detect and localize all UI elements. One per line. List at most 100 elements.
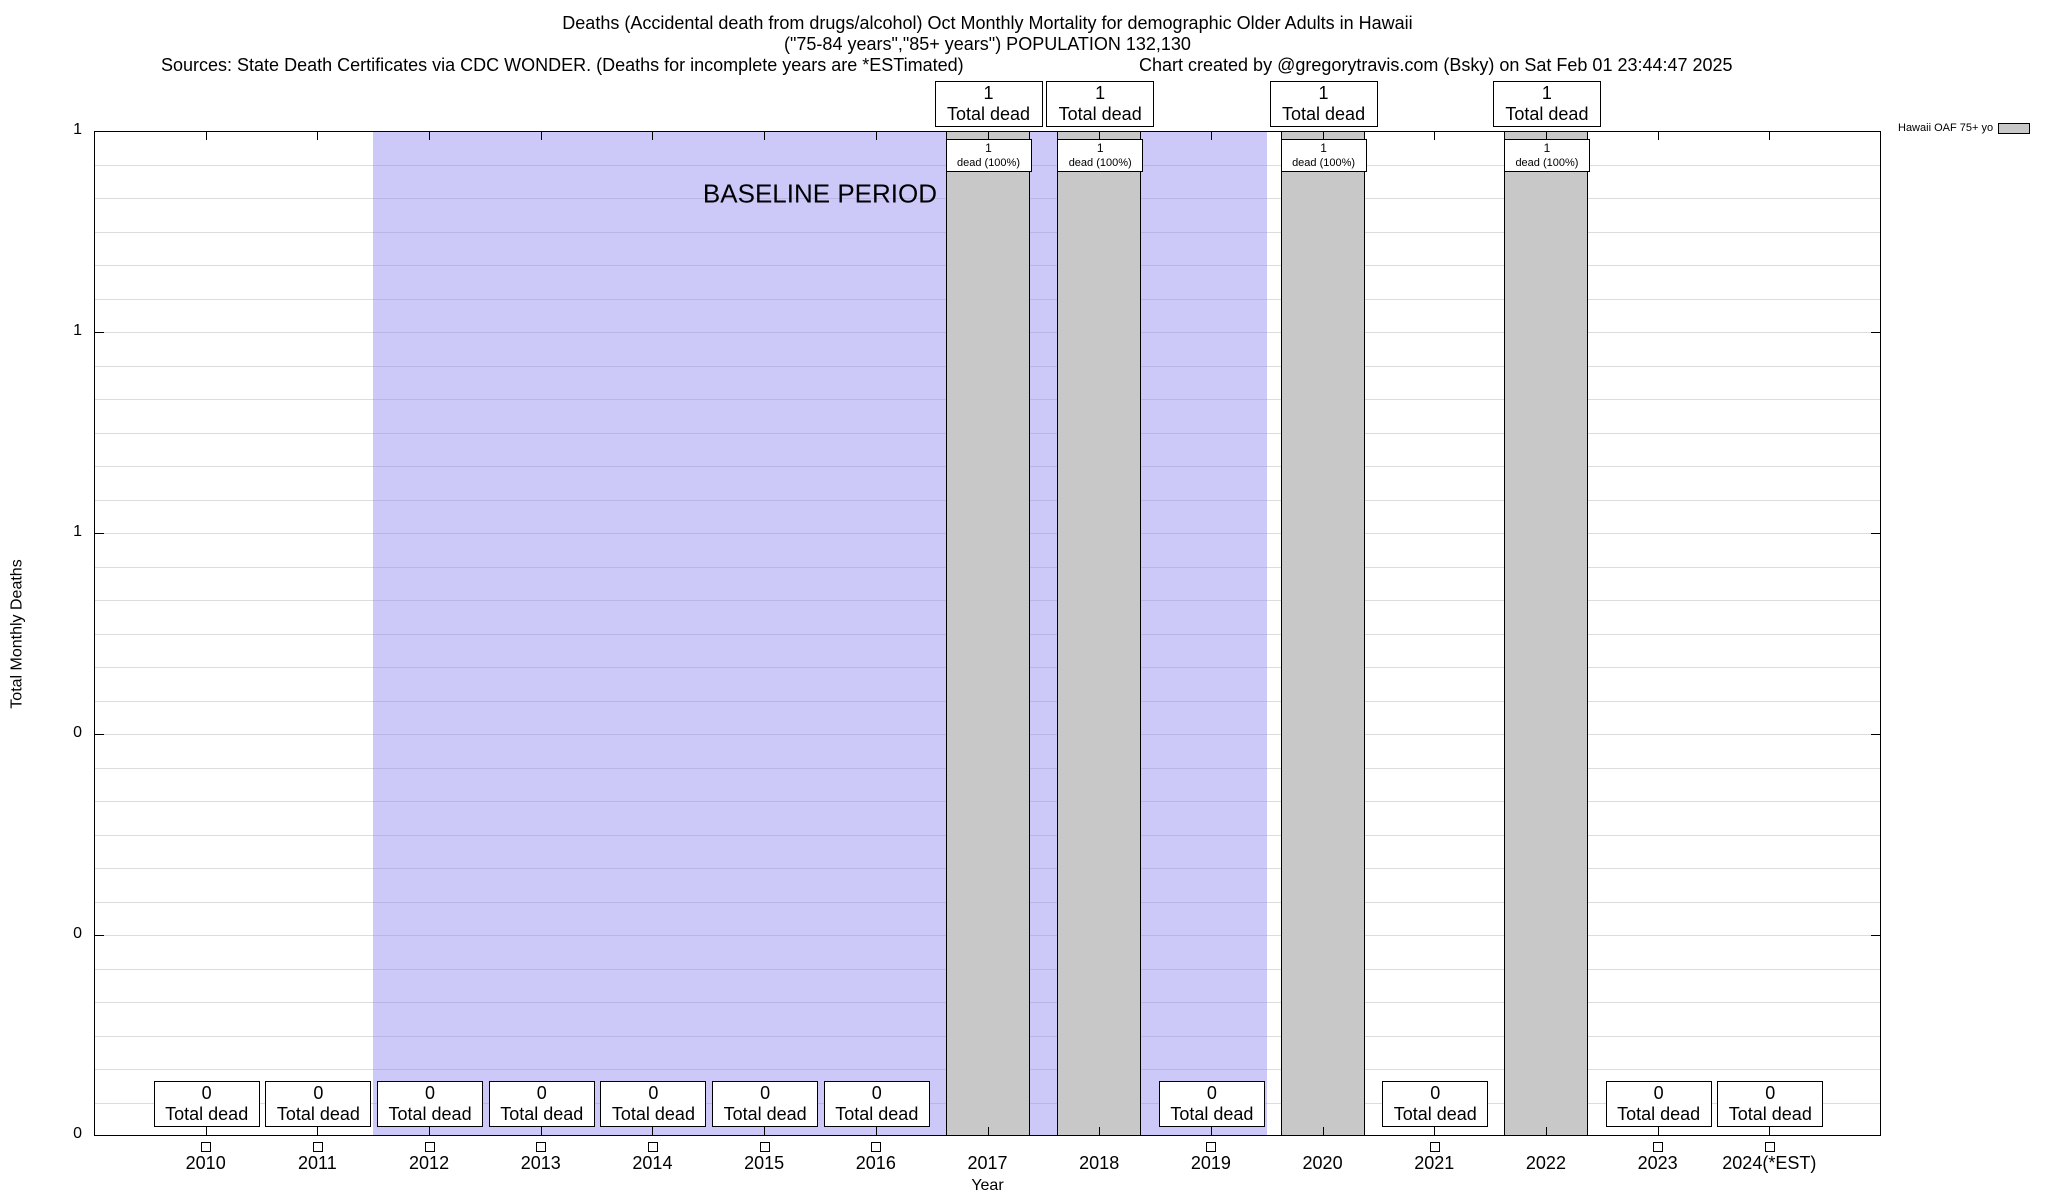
dead-pct-box-2020: 1 dead (100%): [1280, 139, 1367, 172]
total-dead-box-2011-value: 0: [313, 1083, 324, 1103]
chart-subtitle: ("75-84 years","85+ years") POPULATION 1…: [784, 34, 1191, 54]
y-tick-right: [1871, 734, 1880, 735]
x-tick-bottom-2019: [1210, 1127, 1212, 1135]
total-dead-box-2022: 1 Total dead: [1492, 81, 1601, 127]
x-tick-label-2019: 2019: [1190, 1153, 1231, 1173]
y-tick-right: [1871, 935, 1880, 936]
total-dead-box-2014: 0 Total dead: [600, 1081, 707, 1127]
y-tick-left: [95, 332, 104, 333]
dead-pct-box-2022-value: 1: [1543, 141, 1551, 155]
dead-pct-box-2018-value: 1: [1096, 141, 1104, 155]
data-point-marker-2019: [1206, 1142, 1217, 1152]
sources-note: Sources: State Death Certificates via CD…: [161, 55, 964, 75]
plot-border: [94, 131, 1881, 1136]
x-tick-top-2015: [764, 132, 766, 140]
x-tick-top-2024(*EST): [1769, 132, 1771, 140]
x-tick-bottom-2018: [1099, 1127, 1101, 1135]
x-tick-top-2011: [317, 132, 319, 140]
y-tick-right: [1871, 332, 1880, 333]
x-tick-bottom-2014: [652, 1127, 654, 1135]
y-tick-right: [1871, 1135, 1880, 1136]
x-tick-bottom-2011: [317, 1127, 319, 1135]
total-dead-box-2013-label: Total dead: [500, 1104, 584, 1124]
total-dead-box-2018-value: 1: [1095, 83, 1106, 103]
x-tick-bottom-2015: [764, 1127, 766, 1135]
x-axis-title: Year: [971, 1177, 1004, 1194]
x-tick-label-2021: 2021: [1414, 1153, 1455, 1173]
x-tick-bottom-2016: [875, 1127, 877, 1135]
total-dead-box-2019: 0 Total dead: [1158, 1081, 1265, 1127]
x-tick-label-2018: 2018: [1079, 1153, 1120, 1173]
y-tick-left: [95, 131, 104, 132]
dead-pct-box-2017-value: 1: [985, 141, 992, 155]
total-dead-box-2015-value: 0: [760, 1083, 771, 1103]
total-dead-box-2016-value: 0: [871, 1083, 882, 1103]
total-dead-box-2020: 1 Total dead: [1269, 81, 1378, 127]
y-tick-right: [1871, 131, 1880, 132]
x-tick-top-2023: [1657, 132, 1659, 140]
x-tick-bottom-2010: [205, 1127, 207, 1135]
x-tick-bottom-2012: [429, 1127, 431, 1135]
x-tick-top-2018: [1099, 132, 1101, 140]
total-dead-box-2012: 0 Total dead: [377, 1081, 484, 1127]
x-tick-label-2023: 2023: [1637, 1153, 1678, 1173]
x-tick-label-2016: 2016: [855, 1153, 896, 1173]
y-axis-title: Total Monthly Deaths: [0, 131, 36, 1136]
x-tick-top-2012: [429, 132, 431, 140]
x-tick-top-2016: [875, 132, 877, 140]
x-tick-label-2014: 2014: [632, 1153, 673, 1173]
total-dead-box-2014-label: Total dead: [611, 1104, 695, 1124]
x-tick-label-2017: 2017: [967, 1153, 1008, 1173]
bar-2017: [945, 131, 1030, 1136]
legend: Hawaii OAF 75+ yo: [1898, 122, 2031, 134]
bar-2020: [1280, 131, 1365, 1136]
x-tick-label-2013: 2013: [520, 1153, 561, 1173]
x-tick-bottom-2021: [1434, 1127, 1436, 1135]
total-dead-box-2023: 0 Total dead: [1605, 1081, 1712, 1127]
total-dead-box-2013: 0 Total dead: [488, 1081, 595, 1127]
x-tick-top-2019: [1210, 132, 1212, 140]
total-dead-box-2022-label: Total dead: [1505, 104, 1589, 124]
x-tick-label-2010: 2010: [185, 1153, 226, 1173]
data-point-marker-2013: [536, 1142, 547, 1152]
x-tick-top-2022: [1545, 132, 1547, 140]
legend-label: Hawaii OAF 75+ yo: [1898, 122, 1994, 134]
total-dead-box-2011: 0 Total dead: [265, 1081, 372, 1127]
x-tick-label-2020: 2020: [1302, 1153, 1343, 1173]
data-point-marker-2016: [871, 1142, 882, 1152]
dead-pct-box-2020-label: dead (100%): [1292, 157, 1356, 169]
baseline-period-label: BASELINE PERIOD: [702, 178, 938, 209]
total-dead-box-2024(*EST): 0 Total dead: [1717, 1081, 1824, 1127]
legend-sample-swatch: [1998, 122, 2031, 134]
dead-pct-box-2022-label: dead (100%): [1515, 157, 1579, 169]
total-dead-box-2015-label: Total dead: [723, 1104, 807, 1124]
x-tick-label-2012: 2012: [409, 1153, 450, 1173]
total-dead-box-2023-label: Total dead: [1617, 1104, 1701, 1124]
total-dead-box-2010-label: Total dead: [165, 1104, 249, 1124]
y-tick-label: 1: [73, 121, 82, 138]
data-point-marker-2010: [201, 1142, 212, 1152]
y-tick-label: 0: [73, 925, 82, 942]
total-dead-box-2018: 1 Total dead: [1046, 81, 1155, 127]
total-dead-box-2014-value: 0: [648, 1083, 659, 1103]
data-point-marker-2023: [1653, 1142, 1664, 1152]
x-tick-bottom-2013: [540, 1127, 542, 1135]
data-point-marker-2021: [1429, 1142, 1440, 1152]
y-tick-label: 0: [73, 1125, 82, 1142]
chart-title: Deaths (Accidental death from drugs/alco…: [562, 13, 1413, 33]
bar-2018: [1057, 131, 1142, 1136]
total-dead-box-2016-label: Total dead: [835, 1104, 919, 1124]
y-tick-label: 0: [73, 724, 82, 741]
total-dead-box-2010-value: 0: [201, 1083, 212, 1103]
data-point-marker-2015: [759, 1142, 770, 1152]
dead-pct-box-2018-label: dead (100%): [1068, 157, 1132, 169]
total-dead-box-2010: 0 Total dead: [153, 1081, 260, 1127]
x-tick-label-2015: 2015: [744, 1153, 785, 1173]
bar-2022: [1503, 131, 1588, 1136]
x-tick-top-2020: [1322, 132, 1324, 140]
data-point-marker-2024(*EST): [1764, 1142, 1775, 1152]
dead-pct-box-2017: 1 dead (100%): [945, 139, 1032, 172]
x-tick-label-2022: 2022: [1525, 1153, 1566, 1173]
credit-note: Chart created by @gregorytravis.com (Bsk…: [1139, 55, 1733, 75]
